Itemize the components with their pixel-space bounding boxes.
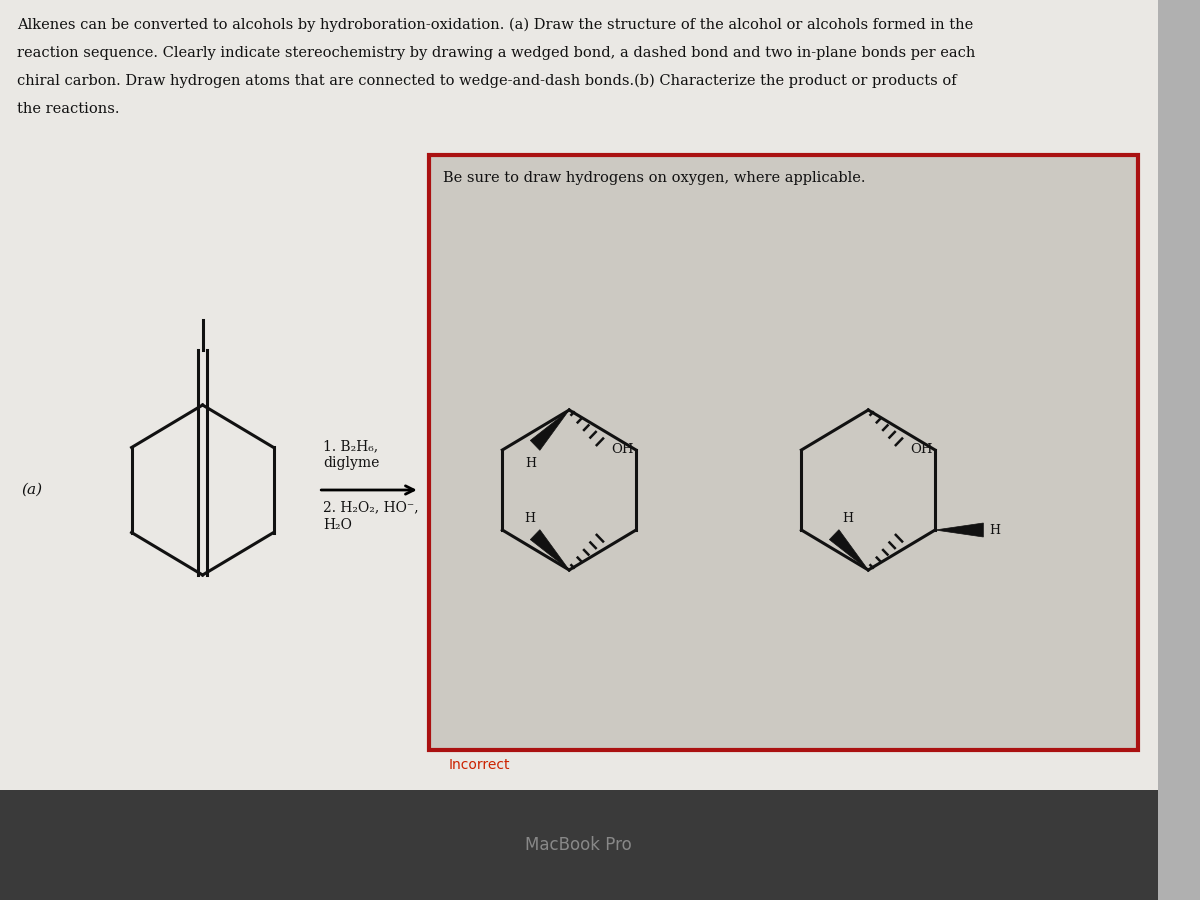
Text: diglyme: diglyme: [323, 456, 379, 470]
Text: 2. H₂O₂, HO⁻,: 2. H₂O₂, HO⁻,: [323, 500, 419, 514]
Text: the reactions.: the reactions.: [17, 102, 120, 116]
Polygon shape: [829, 530, 869, 570]
Bar: [430, 155, 1139, 750]
Text: H: H: [842, 511, 853, 525]
Bar: [0, 0, 1158, 790]
Text: H₂O: H₂O: [323, 518, 352, 532]
Text: (a): (a): [22, 483, 42, 497]
Text: chiral carbon. Draw hydrogen atoms that are connected to wedge-and-dash bonds.(b: chiral carbon. Draw hydrogen atoms that …: [17, 74, 956, 88]
Text: Alkenes can be converted to alcohols by hydroboration-oxidation. (a) Draw the st: Alkenes can be converted to alcohols by …: [17, 18, 973, 32]
Text: MacBook Pro: MacBook Pro: [526, 836, 632, 854]
Polygon shape: [530, 410, 569, 450]
Polygon shape: [935, 523, 983, 537]
Bar: [0, 790, 1158, 900]
Text: Incorrect: Incorrect: [449, 758, 510, 772]
Polygon shape: [530, 530, 569, 570]
Text: H: H: [526, 457, 536, 471]
Text: reaction sequence. Clearly indicate stereochemistry by drawing a wedged bond, a : reaction sequence. Clearly indicate ster…: [17, 46, 976, 60]
Text: OH: OH: [910, 443, 932, 456]
Text: H: H: [989, 524, 1000, 536]
Text: H: H: [523, 511, 535, 525]
Text: Be sure to draw hydrogens on oxygen, where applicable.: Be sure to draw hydrogens on oxygen, whe…: [443, 171, 865, 185]
Text: OH: OH: [611, 443, 634, 456]
Bar: [430, 155, 1139, 750]
Text: 1. B₂H₆,: 1. B₂H₆,: [323, 439, 378, 453]
